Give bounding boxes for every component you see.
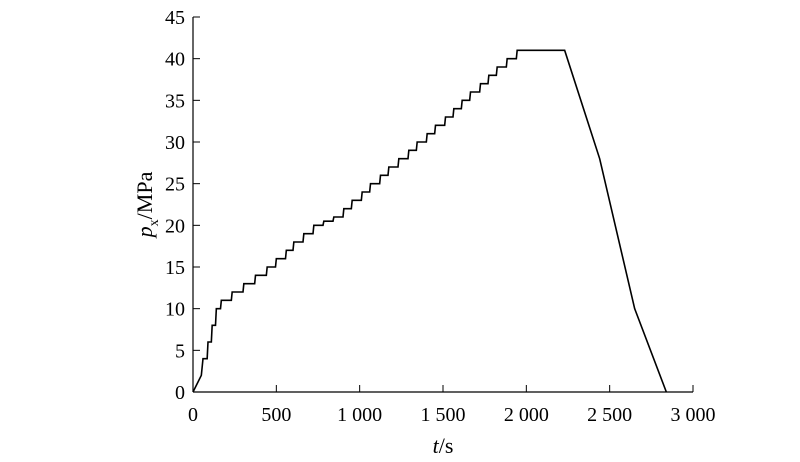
y-tick-label: 30 xyxy=(165,132,185,154)
y-tick-label: 10 xyxy=(165,299,185,321)
y-axis-var: p xyxy=(132,226,157,239)
y-tick-label: 5 xyxy=(175,340,185,362)
y-axis-title: px/MPa xyxy=(132,171,162,239)
x-tick-label: 1 000 xyxy=(337,404,382,426)
y-axis-unit: /MPa xyxy=(132,171,157,219)
y-axis-sub: x xyxy=(147,219,162,226)
x-tick-label: 500 xyxy=(261,404,291,426)
x-tick-label: 2 000 xyxy=(504,404,549,426)
y-tick-label: 45 xyxy=(165,7,185,29)
x-axis-title: t/s xyxy=(433,433,454,458)
y-tick-label: 25 xyxy=(165,174,185,196)
axes: 0 500 1 000 1 500 2 000 2 500 3 000 0 5 10 15 20 25… xyxy=(165,7,716,426)
y-ticks: 0 5 10 15 20 25 30 35 40 45 xyxy=(165,7,200,404)
x-ticks: 0 500 1 000 1 500 2 000 2 500 3 000 xyxy=(188,385,716,426)
y-tick-label: 20 xyxy=(165,215,185,237)
x-axis-unit: /s xyxy=(439,433,454,458)
series-line-0 xyxy=(192,49,668,393)
y-tick-label: 0 xyxy=(175,382,185,404)
x-tick-label: 2 500 xyxy=(587,404,632,426)
y-tick-label: 15 xyxy=(165,257,185,279)
x-tick-label: 1 500 xyxy=(421,404,466,426)
series-group xyxy=(192,49,668,393)
y-tick-label: 35 xyxy=(165,90,185,112)
x-tick-label: 0 xyxy=(188,404,198,426)
y-tick-label: 40 xyxy=(165,49,185,71)
x-axis-var: t xyxy=(433,433,440,458)
x-tick-label: 3 000 xyxy=(671,404,716,426)
